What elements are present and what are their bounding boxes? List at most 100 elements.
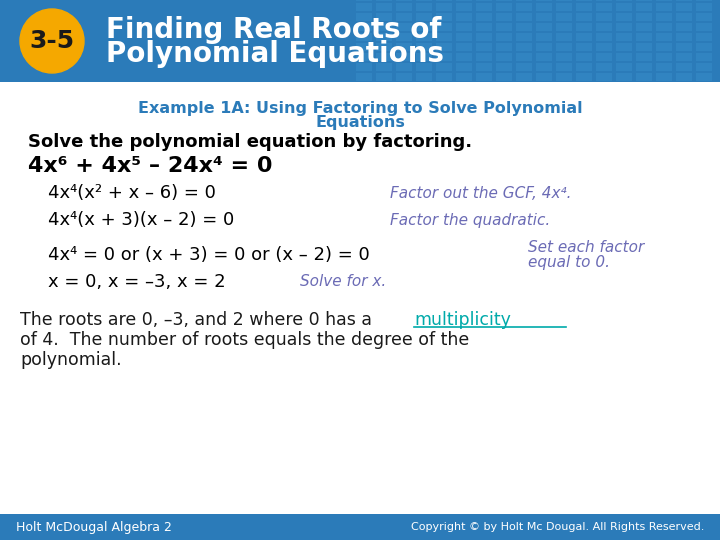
FancyBboxPatch shape [416,53,432,61]
FancyBboxPatch shape [536,3,552,11]
FancyBboxPatch shape [476,53,492,61]
FancyBboxPatch shape [396,73,412,81]
FancyBboxPatch shape [556,43,572,51]
FancyBboxPatch shape [596,53,612,61]
FancyBboxPatch shape [536,33,552,41]
FancyBboxPatch shape [436,3,452,11]
Text: Example 1A: Using Factoring to Solve Polynomial: Example 1A: Using Factoring to Solve Pol… [138,100,582,116]
FancyBboxPatch shape [576,73,592,81]
FancyBboxPatch shape [516,33,532,41]
FancyBboxPatch shape [636,23,652,31]
FancyBboxPatch shape [616,3,632,11]
FancyBboxPatch shape [656,23,672,31]
FancyBboxPatch shape [696,23,712,31]
FancyBboxPatch shape [436,33,452,41]
FancyBboxPatch shape [676,53,692,61]
FancyBboxPatch shape [396,13,412,21]
FancyBboxPatch shape [676,3,692,11]
FancyBboxPatch shape [356,3,372,11]
Text: Finding Real Roots of: Finding Real Roots of [106,16,441,44]
FancyBboxPatch shape [536,43,552,51]
FancyBboxPatch shape [456,33,472,41]
FancyBboxPatch shape [396,3,412,11]
FancyBboxPatch shape [536,73,552,81]
FancyBboxPatch shape [496,43,512,51]
FancyBboxPatch shape [676,73,692,81]
FancyBboxPatch shape [616,43,632,51]
FancyBboxPatch shape [476,3,492,11]
FancyBboxPatch shape [636,73,652,81]
FancyBboxPatch shape [616,73,632,81]
FancyBboxPatch shape [696,13,712,21]
Text: Set each factor: Set each factor [528,240,644,254]
FancyBboxPatch shape [656,33,672,41]
FancyBboxPatch shape [576,43,592,51]
FancyBboxPatch shape [516,43,532,51]
Text: 4x⁴(x² + x – 6) = 0: 4x⁴(x² + x – 6) = 0 [48,184,216,202]
FancyBboxPatch shape [576,33,592,41]
FancyBboxPatch shape [696,43,712,51]
FancyBboxPatch shape [616,23,632,31]
Text: Factor out the GCF, 4x⁴.: Factor out the GCF, 4x⁴. [390,186,572,200]
FancyBboxPatch shape [496,63,512,71]
FancyBboxPatch shape [376,53,392,61]
FancyBboxPatch shape [436,43,452,51]
FancyBboxPatch shape [436,23,452,31]
FancyBboxPatch shape [416,33,432,41]
FancyBboxPatch shape [516,23,532,31]
FancyBboxPatch shape [376,13,392,21]
FancyBboxPatch shape [516,3,532,11]
FancyBboxPatch shape [696,3,712,11]
FancyBboxPatch shape [0,0,720,82]
FancyBboxPatch shape [436,0,452,1]
Text: 4x⁴(x + 3)(x – 2) = 0: 4x⁴(x + 3)(x – 2) = 0 [48,211,234,229]
FancyBboxPatch shape [476,13,492,21]
FancyBboxPatch shape [376,23,392,31]
FancyBboxPatch shape [556,0,572,1]
Text: Equations: Equations [315,114,405,130]
Text: Holt McDougal Algebra 2: Holt McDougal Algebra 2 [16,521,172,534]
FancyBboxPatch shape [556,73,572,81]
FancyBboxPatch shape [536,13,552,21]
FancyBboxPatch shape [556,63,572,71]
FancyBboxPatch shape [536,53,552,61]
Circle shape [20,9,84,73]
FancyBboxPatch shape [516,0,532,1]
FancyBboxPatch shape [576,13,592,21]
Text: 4x⁶ + 4x⁵ – 24x⁴ = 0: 4x⁶ + 4x⁵ – 24x⁴ = 0 [28,156,272,176]
FancyBboxPatch shape [676,0,692,1]
FancyBboxPatch shape [456,63,472,71]
FancyBboxPatch shape [636,33,652,41]
FancyBboxPatch shape [476,0,492,1]
FancyBboxPatch shape [636,0,652,1]
FancyBboxPatch shape [476,33,492,41]
FancyBboxPatch shape [356,23,372,31]
Text: Factor the quadratic.: Factor the quadratic. [390,213,550,227]
FancyBboxPatch shape [436,73,452,81]
FancyBboxPatch shape [376,73,392,81]
FancyBboxPatch shape [536,63,552,71]
FancyBboxPatch shape [436,13,452,21]
FancyBboxPatch shape [596,73,612,81]
FancyBboxPatch shape [396,0,412,1]
FancyBboxPatch shape [436,53,452,61]
FancyBboxPatch shape [356,73,372,81]
Text: x = 0, x = –3, x = 2: x = 0, x = –3, x = 2 [48,273,225,291]
FancyBboxPatch shape [576,53,592,61]
FancyBboxPatch shape [656,43,672,51]
Text: multiplicity: multiplicity [414,311,511,329]
FancyBboxPatch shape [636,63,652,71]
Text: Polynomial Equations: Polynomial Equations [106,40,444,68]
FancyBboxPatch shape [476,43,492,51]
Text: equal to 0.: equal to 0. [528,255,610,271]
FancyBboxPatch shape [456,53,472,61]
FancyBboxPatch shape [616,13,632,21]
FancyBboxPatch shape [356,43,372,51]
FancyBboxPatch shape [356,0,372,1]
FancyBboxPatch shape [596,43,612,51]
FancyBboxPatch shape [496,13,512,21]
FancyBboxPatch shape [676,43,692,51]
FancyBboxPatch shape [576,23,592,31]
FancyBboxPatch shape [696,0,712,1]
FancyBboxPatch shape [396,43,412,51]
